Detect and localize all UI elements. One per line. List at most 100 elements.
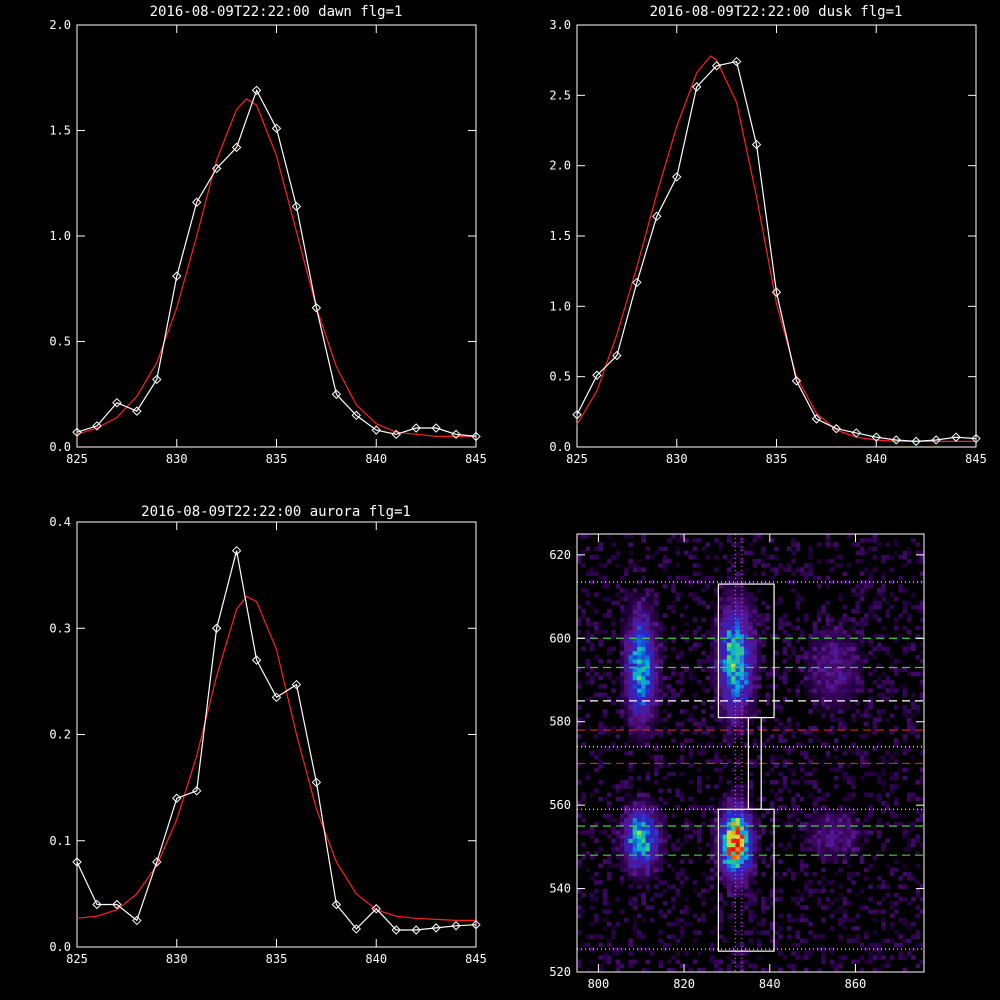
heatmap-cell xyxy=(885,680,890,685)
heatmap-cell xyxy=(718,805,723,810)
heatmap-cell xyxy=(641,634,646,639)
heatmap-cell xyxy=(577,905,582,910)
heatmap-cell xyxy=(846,646,852,652)
heatmap-cell xyxy=(769,659,775,664)
heatmap-cell xyxy=(894,859,899,864)
heatmap-cell xyxy=(645,629,651,635)
heatmap-cell xyxy=(714,809,719,814)
heatmap-cell xyxy=(838,763,843,768)
heatmap-cell xyxy=(701,809,706,814)
heatmap-cell xyxy=(782,821,788,827)
heatmap-cell xyxy=(799,750,805,756)
heatmap-cell xyxy=(864,755,869,760)
heatmap-cell xyxy=(795,942,801,948)
heatmap-cell xyxy=(786,934,792,939)
heatmap-cell xyxy=(697,830,702,835)
heatmap-cell xyxy=(667,863,672,868)
heatmap-cell xyxy=(632,563,638,568)
heatmap-cell xyxy=(744,646,749,652)
heatmap-cell xyxy=(731,846,736,852)
heatmap-cell xyxy=(911,604,916,610)
heatmap-cell xyxy=(624,646,629,652)
heatmap-cell xyxy=(795,809,801,814)
heatmap-cell xyxy=(615,550,621,556)
heatmap-cell xyxy=(898,934,903,939)
heatmap-cell xyxy=(701,871,706,877)
heatmap-cell xyxy=(722,713,728,718)
heatmap-cell xyxy=(739,725,745,731)
heatmap-cell xyxy=(919,750,925,756)
heatmap-cell xyxy=(889,921,895,927)
heatmap-cell xyxy=(632,700,638,706)
heatmap-cell xyxy=(795,692,801,697)
heatmap-cell xyxy=(846,680,852,685)
heatmap-cell xyxy=(761,967,766,973)
heatmap-cell xyxy=(799,892,805,898)
heatmap-cell xyxy=(709,663,715,668)
heatmap-cell xyxy=(628,696,633,702)
heatmap-cell xyxy=(881,584,886,589)
heatmap-cell xyxy=(821,796,826,802)
heatmap-cell xyxy=(756,938,762,944)
heatmap-cell xyxy=(667,959,672,964)
heatmap-cell xyxy=(739,959,745,964)
heatmap-cell xyxy=(838,646,843,652)
heatmap-cell xyxy=(748,680,753,685)
heatmap-cell xyxy=(731,638,736,643)
heatmap-cell xyxy=(619,655,625,660)
heatmap-cell xyxy=(641,826,646,831)
heatmap-cell xyxy=(658,838,663,843)
heatmap-cell xyxy=(692,546,698,551)
heatmap-cell xyxy=(735,801,741,806)
heatmap-cell xyxy=(906,830,912,835)
heatmap-cell xyxy=(632,596,638,602)
heatmap-cell xyxy=(594,571,599,576)
heatmap-cell xyxy=(786,867,792,873)
heatmap-cell xyxy=(752,667,758,672)
heatmap-cell xyxy=(684,638,689,643)
heatmap-cell xyxy=(722,821,728,827)
heatmap-cell xyxy=(765,579,771,585)
heatmap-cell xyxy=(611,784,616,789)
y-tick-label: 0.1 xyxy=(49,834,71,848)
heatmap-cell xyxy=(898,767,903,773)
heatmap-cell xyxy=(662,838,668,843)
heatmap-cell xyxy=(825,538,831,543)
heatmap-cell xyxy=(846,688,852,693)
heatmap-cell xyxy=(816,642,822,647)
heatmap-cell xyxy=(919,796,925,802)
heatmap-cell xyxy=(868,571,873,576)
heatmap-cell xyxy=(718,896,723,902)
heatmap-cell xyxy=(864,934,869,939)
heatmap-cell xyxy=(641,642,646,647)
data-point-marker xyxy=(751,139,762,150)
heatmap-cell xyxy=(697,563,702,568)
y-tick-label: 580 xyxy=(549,715,571,729)
heatmap-cell xyxy=(619,617,625,622)
heatmap-cell xyxy=(816,896,822,902)
heatmap-cell xyxy=(628,642,633,647)
heatmap-cell xyxy=(675,725,681,731)
heatmap-cell xyxy=(701,634,706,639)
heatmap-cell xyxy=(756,842,762,848)
heatmap-cell xyxy=(748,846,753,852)
heatmap-cell xyxy=(795,659,801,664)
heatmap-cell xyxy=(709,959,715,964)
heatmap-cell xyxy=(722,688,728,693)
heatmap-cell xyxy=(864,713,869,718)
heatmap-cell xyxy=(726,813,732,818)
heatmap-cell xyxy=(744,634,749,639)
heatmap-cell xyxy=(714,755,719,760)
heatmap-cell xyxy=(744,680,749,685)
heatmap-cell xyxy=(829,638,835,643)
heatmap-cell xyxy=(855,629,861,635)
heatmap-cell xyxy=(834,675,839,681)
heatmap-cell xyxy=(624,809,629,814)
heatmap-cell xyxy=(709,659,715,664)
heatmap-cell xyxy=(829,842,835,848)
heatmap-cell xyxy=(804,692,809,697)
heatmap-cell xyxy=(726,650,732,656)
heatmap-cell xyxy=(774,796,779,802)
heatmap-cell xyxy=(911,842,916,848)
heatmap-cell xyxy=(735,817,741,823)
